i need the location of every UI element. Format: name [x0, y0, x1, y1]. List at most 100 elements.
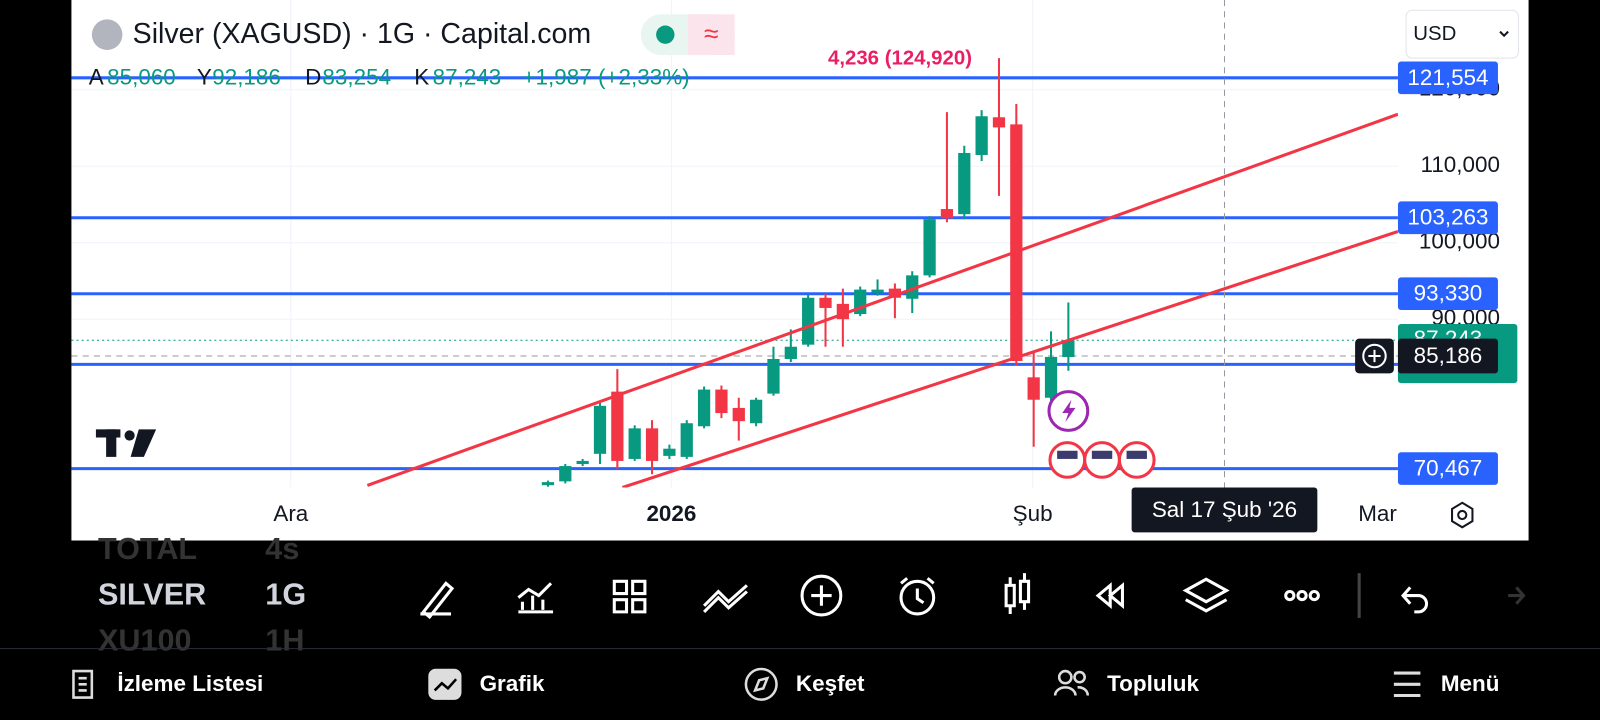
candle-body — [732, 407, 745, 422]
watch-symbol[interactable]: TOTAL — [98, 532, 197, 566]
undo-icon[interactable] — [1401, 586, 1428, 614]
flag-icon[interactable] — [1117, 441, 1156, 479]
ohlc-value: 92,186 — [212, 64, 281, 89]
explore-icon[interactable] — [744, 667, 778, 701]
flag-icon[interactable] — [1083, 441, 1121, 479]
candle-body — [576, 460, 589, 464]
crosshair-label: 85,186 — [1414, 343, 1483, 368]
menu-icon[interactable] — [1393, 671, 1421, 698]
currency-select[interactable] — [1405, 9, 1519, 59]
pencil-icon[interactable] — [420, 581, 455, 620]
redo-icon[interactable] — [1508, 586, 1526, 605]
indicators-icon[interactable] — [517, 582, 554, 614]
level-label-box — [1397, 277, 1498, 311]
candle-icon[interactable] — [1004, 573, 1031, 614]
chart-icon-line — [433, 678, 458, 692]
logo-part — [106, 429, 117, 457]
candle-body — [541, 482, 555, 486]
candle-body — [888, 288, 902, 298]
ohlc-change: +1,987 (+2,33%) — [522, 64, 689, 89]
candle-body — [1062, 340, 1075, 357]
community-icon[interactable] — [1057, 669, 1073, 685]
level-label-box — [1397, 201, 1498, 235]
community-icon-part — [1053, 686, 1090, 696]
more-dot[interactable] — [1284, 589, 1296, 602]
level-label: 93,330 — [1414, 281, 1483, 306]
nav-label[interactable]: Keşfet — [796, 671, 865, 696]
plot: 4,236 (124,920) — [71, 48, 1398, 487]
ohlc-value: 87,243 — [433, 64, 502, 89]
drawings-icon[interactable] — [702, 584, 748, 613]
ohlc-key: Y — [197, 64, 212, 89]
nav-icons — [72, 667, 1421, 701]
alarm-icon[interactable] — [899, 579, 936, 616]
watch-symbol[interactable]: SILVER — [98, 578, 206, 612]
add-circle — [1362, 343, 1387, 369]
level-label-box — [1397, 61, 1498, 95]
candle-body — [923, 219, 936, 276]
add-plus — [1368, 349, 1381, 363]
fib-label: 4,236 (124,920) — [828, 48, 972, 70]
tv-logo — [95, 429, 157, 457]
currency-label: USD — [1413, 23, 1456, 45]
lightning — [1062, 399, 1076, 423]
candle-body — [593, 405, 607, 454]
layers-icon[interactable] — [1182, 577, 1230, 613]
wave-icon: ≈ — [704, 19, 719, 49]
symbol-logo — [91, 19, 123, 50]
level-label: 121,554 — [1407, 65, 1488, 90]
candle-body — [802, 297, 815, 345]
candle-body — [1044, 356, 1058, 398]
ohlc-key: A — [89, 64, 104, 89]
watch-interval: 4s — [265, 532, 299, 566]
watch-interval: 1H — [265, 624, 304, 658]
nav-label[interactable]: Grafik — [480, 671, 545, 696]
watchlist: TOTAL 4s SILVER 1G XU100 1H — [98, 532, 306, 658]
candle-body — [1027, 377, 1040, 400]
nav-label[interactable]: Menü — [1441, 671, 1500, 696]
candle-body — [663, 448, 676, 456]
compass — [752, 676, 770, 693]
watchlist-icon[interactable] — [72, 669, 94, 699]
replay-icon[interactable] — [1095, 582, 1124, 610]
flag-icon[interactable] — [1048, 441, 1087, 479]
watch-symbol[interactable]: XU100 — [98, 624, 192, 658]
x-tick-label: Mar — [1358, 501, 1397, 526]
date-label: Sal 17 Şub '26 — [1152, 497, 1297, 522]
candle-body — [645, 428, 659, 461]
market-open-dot — [656, 25, 675, 44]
add-plus — [811, 585, 832, 606]
overlay: 90,000100,000110,000120,000121,554103,26… — [273, 61, 1518, 533]
candle-body — [940, 209, 954, 219]
flag-part — [1057, 450, 1078, 459]
grid — [71, 0, 1398, 488]
community-icon-part — [1073, 670, 1086, 684]
nav-bar: İzleme Listesi Grafik Keşfet Topluluk Menü — [117, 671, 1499, 696]
nav-label[interactable]: İzleme Listesi — [117, 671, 263, 696]
candle-body — [1010, 124, 1023, 362]
chart-panel — [71, 0, 1529, 541]
add-icon[interactable] — [800, 574, 843, 617]
trendline — [366, 112, 1398, 487]
trendlines — [366, 0, 1398, 488]
watch-interval: 1G — [265, 578, 306, 612]
logo-part — [124, 430, 135, 441]
ohlc-value: 83,254 — [322, 64, 391, 89]
flag-part — [1091, 450, 1113, 459]
candle-body — [906, 275, 919, 299]
level-label: 70,467 — [1414, 456, 1483, 481]
layout-icon[interactable] — [612, 579, 647, 614]
toolbar — [420, 573, 1526, 620]
chevron — [1499, 30, 1509, 38]
candle-body — [697, 389, 711, 427]
level-label: 103,263 — [1407, 205, 1488, 230]
flag-part — [1126, 450, 1147, 459]
settings-icon[interactable] — [1451, 501, 1474, 529]
x-tick-label: Ara — [273, 501, 308, 526]
nav-label[interactable]: Topluluk — [1107, 671, 1199, 696]
level-label-box — [1397, 452, 1498, 485]
crosshair-box — [1397, 338, 1498, 374]
settings-dot — [1457, 509, 1468, 521]
